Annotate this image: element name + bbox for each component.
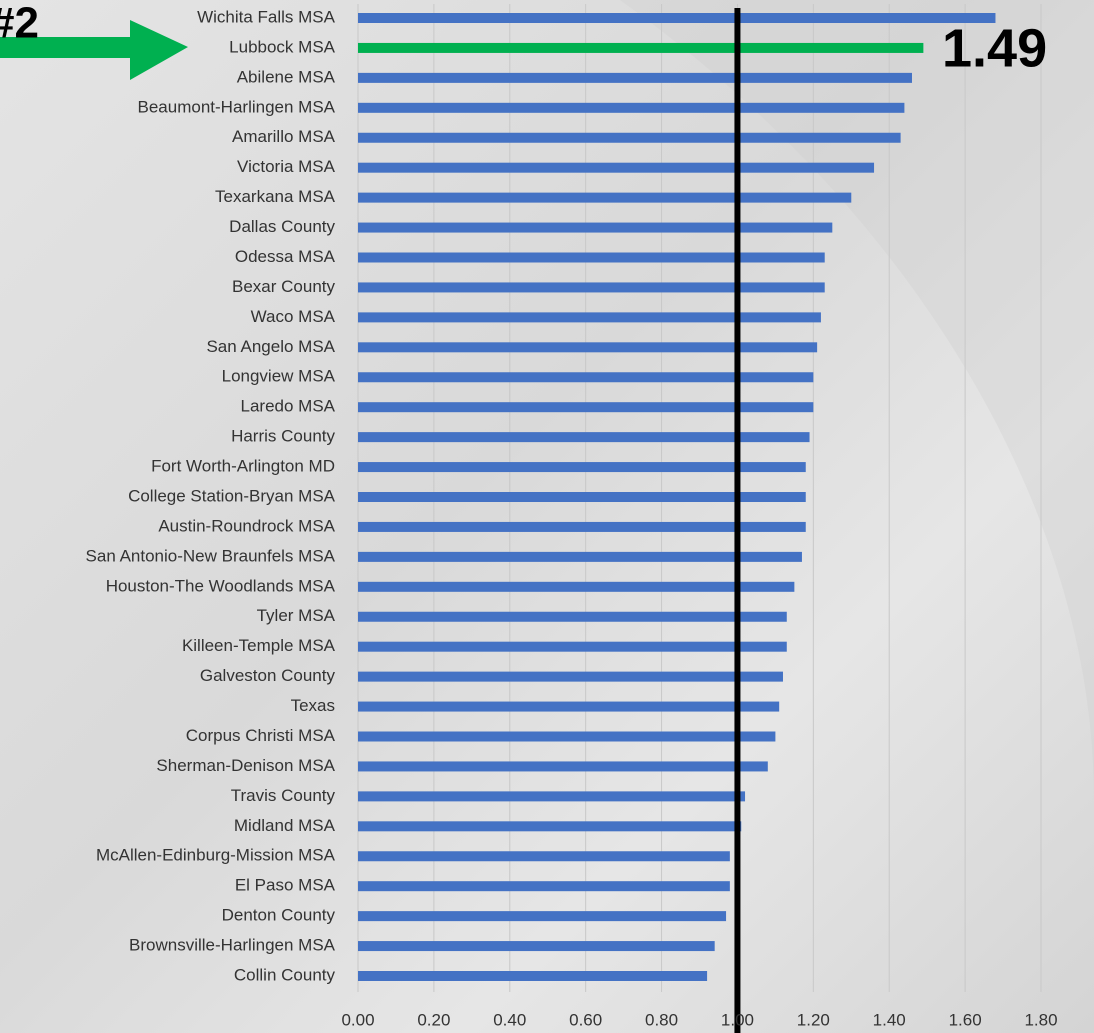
bar [358, 761, 768, 772]
bar [358, 671, 783, 682]
bar [358, 971, 708, 981]
y-tick-label: Amarillo MSA [232, 127, 336, 146]
bar [358, 581, 795, 592]
x-tick-label: 1.40 [873, 1010, 906, 1029]
bar [358, 312, 821, 323]
bar [358, 42, 924, 53]
y-tick-label: Houston-The Woodlands MSA [106, 576, 336, 595]
x-tick-label: 0.80 [645, 1010, 678, 1029]
y-tick-label: Wichita Falls MSA [197, 7, 336, 26]
x-tick-label: 0.00 [341, 1010, 374, 1029]
y-tick-label: San Antonio-New Braunfels MSA [86, 546, 336, 565]
bar [358, 941, 715, 952]
arrow [0, 20, 188, 80]
bar [358, 342, 818, 353]
y-tick-label: Longview MSA [222, 367, 336, 386]
x-tick-label: 0.40 [493, 1010, 526, 1029]
bar [358, 402, 814, 413]
y-tick-label: Midland MSA [234, 816, 336, 835]
y-tick-label: College Station-Bryan MSA [128, 486, 336, 505]
bar [358, 611, 787, 622]
y-tick-label: Corpus Christi MSA [186, 726, 336, 745]
y-tick-label: Tyler MSA [257, 606, 336, 625]
x-tick-label: 0.60 [569, 1010, 602, 1029]
y-tick-label: Abilene MSA [237, 67, 336, 86]
bar [358, 132, 901, 143]
y-tick-label: Travis County [231, 786, 336, 805]
bar [358, 13, 996, 23]
bar [358, 162, 875, 173]
y-tick-label: Collin County [234, 965, 336, 984]
y-tick-label: Galveston County [200, 666, 336, 685]
y-tick-label: Texarkana MSA [215, 187, 336, 206]
bar [358, 521, 806, 532]
y-tick-label: Denton County [222, 906, 336, 925]
y-tick-label: Texas [291, 696, 335, 715]
y-tick-label: Sherman-Denison MSA [156, 756, 335, 775]
y-tick-label: Laredo MSA [241, 397, 336, 416]
bar [358, 222, 833, 233]
y-tick-label: Dallas County [229, 217, 335, 236]
bar [358, 551, 802, 562]
bar [358, 641, 787, 652]
bar [358, 881, 730, 892]
x-tick-label: 1.60 [949, 1010, 982, 1029]
x-tick-label: 1.80 [1024, 1010, 1057, 1029]
background-shape [620, 0, 1094, 800]
y-tick-label: Fort Worth-Arlington MD [151, 457, 335, 476]
y-tick-label: San Angelo MSA [206, 337, 335, 356]
bar [358, 432, 810, 443]
y-tick-label: Harris County [231, 427, 335, 446]
y-tick-label: McAllen-Edinburg-Mission MSA [96, 846, 336, 865]
x-tick-label: 1.00 [721, 1010, 754, 1029]
bar [358, 282, 825, 293]
bar [358, 252, 825, 263]
bar [358, 701, 780, 712]
bar [358, 731, 776, 742]
y-tick-label: Austin-Roundrock MSA [158, 516, 335, 535]
bar [358, 192, 852, 203]
bar [358, 821, 742, 832]
y-tick-label: Lubbock MSA [229, 37, 335, 56]
bar [358, 851, 730, 862]
y-tick-label: El Paso MSA [235, 876, 336, 895]
x-tick-label: 1.20 [797, 1010, 830, 1029]
y-tick-label: Beaumont-Harlingen MSA [138, 97, 336, 116]
y-tick-label: Killeen-Temple MSA [182, 636, 336, 655]
value-annotation: 1.49 [942, 18, 1047, 78]
x-tick-label: 0.20 [417, 1010, 450, 1029]
bar [358, 462, 806, 473]
bar [358, 72, 912, 83]
bar [358, 102, 905, 113]
bar [358, 372, 814, 383]
y-tick-label: Odessa MSA [235, 247, 336, 266]
y-tick-label: Bexar County [232, 277, 335, 296]
y-tick-label: Brownsville-Harlingen MSA [129, 936, 336, 955]
y-tick-label: Victoria MSA [237, 157, 336, 176]
bar [358, 911, 727, 922]
rank-annotation: #2 [0, 0, 39, 48]
bar [358, 791, 746, 802]
bar [358, 492, 806, 502]
y-tick-label: Waco MSA [251, 307, 336, 326]
